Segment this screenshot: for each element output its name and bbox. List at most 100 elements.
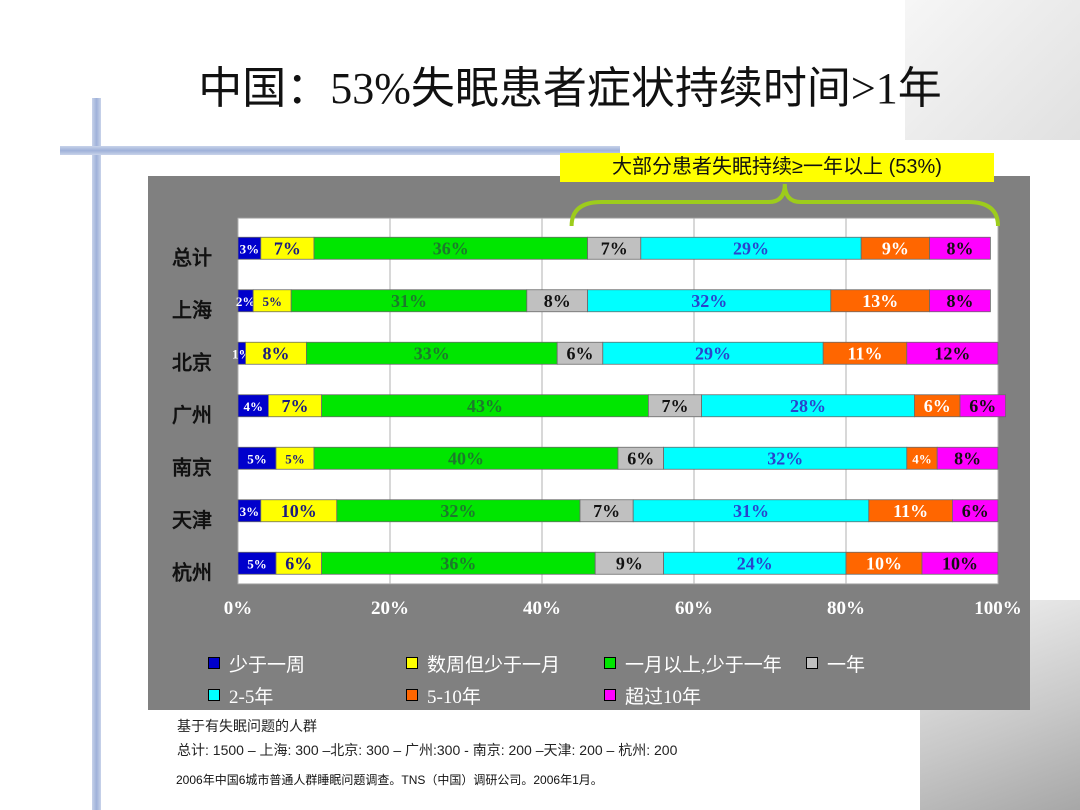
data-label: 8% [947,291,974,311]
x-tick-label: 20% [371,598,409,619]
data-label: 9% [616,553,643,573]
legend-item: 2-5年 [208,680,273,710]
category-label: 南京 [172,455,212,479]
data-label: 4% [912,451,932,466]
data-label: 29% [733,238,769,258]
chart-legend: 少于一周 数周但少于一月 一月以上,少于一年 一年 2-5年 5-10年 超过10年 [208,648,968,712]
bar-segment [959,394,1006,418]
legend-swatch [604,689,616,701]
x-tick-label: 0% [224,598,253,619]
decorative-vertical-bar [92,98,101,810]
data-label: 4% [243,399,263,414]
legend-label: 超过10年 [625,686,702,708]
data-label: 6% [924,396,951,416]
data-label: 10% [281,501,317,521]
data-label: 9% [882,238,909,258]
bar-segment [929,289,991,313]
decorative-horizontal-bar [60,146,620,155]
callout-brace [569,183,1000,227]
data-label: 8% [947,238,974,258]
decorative-corner-top-right [905,0,1080,140]
source-note: 2006年中国6城市普通人群睡眠问题调查。TNS（中国）调研公司。2006年1月… [176,773,603,787]
bar-segment [936,446,999,470]
data-label: 32% [767,448,803,468]
legend-swatch [806,657,818,669]
x-tick-label: 60% [675,598,713,619]
category-label: 广州 [172,403,212,427]
data-label: 33% [414,343,450,363]
data-label: 12% [934,343,970,363]
data-label: 31% [391,291,427,311]
data-label: 32% [691,291,727,311]
data-label: 11% [847,343,882,363]
x-tick-label: 40% [523,598,561,619]
data-label: 5% [247,451,267,466]
data-label: 3% [240,241,260,256]
legend-item: 数周但少于一月 [406,648,560,678]
data-label: 5% [247,556,267,571]
bar-segment [929,236,991,260]
data-label: 8% [544,291,571,311]
data-label: 36% [440,553,476,573]
data-label: 8% [263,343,290,363]
legend-swatch [208,657,220,669]
category-label: 天津 [172,508,212,532]
base-note: 基于有失眠问题的人群 [177,718,317,734]
stacked-bar-chart: 3% 7% 36% 7% 29% 9% 8%总计2% 5% 31% 8% 32% 13% 8%上海1% 8… [172,183,1022,619]
data-label: 7% [662,396,689,416]
category-label: 上海 [172,298,212,322]
legend-item: 超过10年 [604,680,701,710]
legend-item: 少于一周 [208,648,305,678]
x-tick-label: 80% [827,598,865,619]
data-label: 7% [601,238,628,258]
legend-label: 数周但少于一月 [427,654,561,676]
legend-item: 一月以上,少于一年 [604,648,782,678]
data-label: 6% [285,553,312,573]
data-label: 31% [733,501,769,521]
data-label: 2% [236,294,256,309]
legend-item: 5-10年 [406,680,481,710]
data-label: 7% [282,396,309,416]
category-label: 北京 [172,350,212,374]
callout-box: 大部分患者失眠持续≥一年以上 (53%) [560,153,994,182]
bar-segment [906,341,999,365]
data-label: 6% [627,448,654,468]
bar-segment [921,551,999,575]
category-label: 总计 [172,245,212,269]
data-label: 40% [448,448,484,468]
legend-swatch [604,657,616,669]
data-label: 36% [433,238,469,258]
data-label: 6% [969,396,996,416]
data-label: 6% [962,501,989,521]
legend-swatch [406,657,418,669]
data-label: 7% [274,238,301,258]
sample-sizes-note: 总计: 1500 – 上海: 300 –北京: 300 – 广州:300 - 南… [177,742,678,758]
legend-label: 少于一周 [229,654,306,676]
data-label: 8% [954,448,981,468]
category-label: 杭州 [172,560,212,584]
data-label: 3% [240,504,260,519]
legend-label: 一月以上,少于一年 [625,654,782,676]
legend-item: 一年 [806,648,865,678]
legend-swatch [208,689,220,701]
data-label: 5% [285,451,305,466]
data-label: 24% [737,553,773,573]
data-label: 10% [866,553,902,573]
data-label: 29% [695,343,731,363]
slide-title: 中国：53%失眠患者症状持续时间>1年 [198,64,942,113]
data-label: 11% [893,501,928,521]
data-label: 43% [467,396,503,416]
data-label: 5% [262,294,282,309]
chart-panel: 3% 7% 36% 7% 29% 9% 8% 总计 2% 5% 31% 8% 32% 13% 8% 上海 1% 8… [148,176,1030,710]
data-label: 32% [440,501,476,521]
data-label: 13% [862,291,898,311]
legend-swatch [406,689,418,701]
bar-segment [952,499,999,523]
legend-label: 5-10年 [427,686,481,708]
x-tick-label: 100% [974,598,1022,619]
data-label: 7% [593,501,620,521]
data-label: 28% [790,396,826,416]
legend-label: 2-5年 [229,686,274,708]
legend-label: 一年 [827,654,866,676]
data-label: 6% [567,343,594,363]
